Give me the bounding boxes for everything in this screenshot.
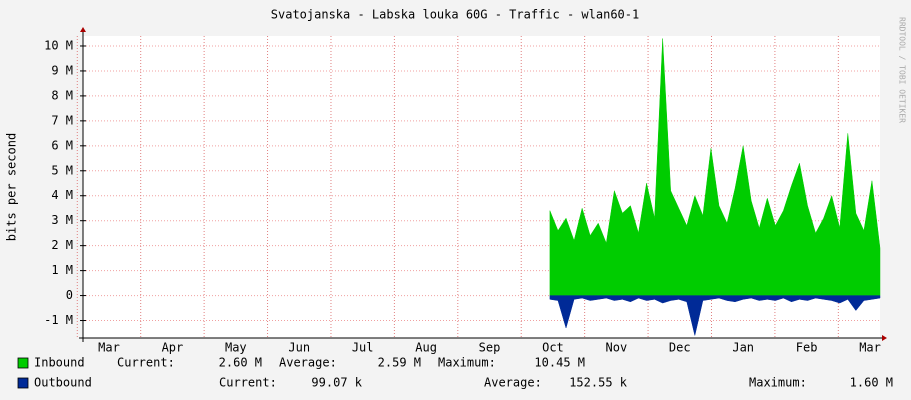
- legend-stat-value: 99.07 k: [311, 376, 362, 390]
- legend-stat-label: Current:: [117, 356, 175, 370]
- x-tick-label: Apr: [162, 341, 184, 355]
- legend-stat-label: Maximum:: [438, 356, 496, 370]
- y-tick-label: 8 M: [51, 88, 73, 102]
- watermark: RRDTOOL / TOBI OETIKER: [898, 17, 907, 123]
- y-tick-label: 10 M: [44, 38, 73, 52]
- y-tick-label: 5 M: [51, 163, 73, 177]
- x-tick-label: Aug: [415, 341, 437, 355]
- x-tick-label: Nov: [606, 341, 628, 355]
- series-area: [549, 295, 881, 336]
- legend-label: Inbound: [34, 356, 85, 370]
- y-tick-label: -1 M: [44, 313, 73, 327]
- axes: [79, 27, 887, 342]
- x-tick-label: Jan: [732, 341, 754, 355]
- y-axis-label: bits per second: [5, 133, 19, 241]
- y-tick-label: 0: [66, 288, 73, 302]
- x-tick-label: Mar: [859, 341, 881, 355]
- x-tick-label: Sep: [479, 341, 501, 355]
- legend: Inbound Current: 2.60 M Average: 2.59 M Maxim…: [17, 356, 893, 390]
- legend-stat-value: 1.60 M: [850, 376, 893, 390]
- legend-stat-value: 152.55 k: [569, 376, 628, 390]
- chart-title: Svatojanska - Labska louka 60G - Traffic…: [271, 8, 639, 22]
- x-tick-label: Jun: [288, 341, 310, 355]
- y-tick-label: 2 M: [51, 238, 73, 252]
- x-tick-label: Feb: [796, 341, 818, 355]
- legend-stat-label: Current:: [219, 376, 277, 390]
- y-tick-label: 1 M: [51, 263, 73, 277]
- y-axis-arrow: [80, 27, 86, 32]
- legend-swatch: [17, 357, 29, 369]
- legend-label: Outbound: [34, 376, 92, 390]
- y-tick-label: 3 M: [51, 213, 73, 227]
- legend-stat-value: 2.60 M: [219, 356, 262, 370]
- y-tick-label: 6 M: [51, 138, 73, 152]
- marks: [549, 38, 881, 336]
- x-tick-label: Oct: [542, 341, 564, 355]
- legend-stat-label: Average:: [279, 356, 337, 370]
- legend-stat-label: Maximum:: [749, 376, 807, 390]
- x-tick-label: May: [225, 341, 247, 355]
- x-tick-label: Mar: [98, 341, 120, 355]
- y-tick-label: 9 M: [51, 63, 73, 77]
- y-tick-label: 4 M: [51, 188, 73, 202]
- x-tick-label: Jul: [352, 341, 374, 355]
- grid: -1 M 0 1 M 2 M 3 M 4 M 5 M 6 M 7 M 8 M 9 M 10 M Mar A…: [44, 36, 881, 355]
- legend-stat-value: 10.45 M: [534, 356, 585, 370]
- legend-stat-label: Average:: [484, 376, 542, 390]
- x-axis-arrow: [882, 335, 887, 341]
- legend-stat-value: 2.59 M: [378, 356, 421, 370]
- x-tick-label: Dec: [669, 341, 691, 355]
- y-tick-label: 7 M: [51, 113, 73, 127]
- legend-swatch: [17, 377, 29, 389]
- series-area: [549, 38, 881, 296]
